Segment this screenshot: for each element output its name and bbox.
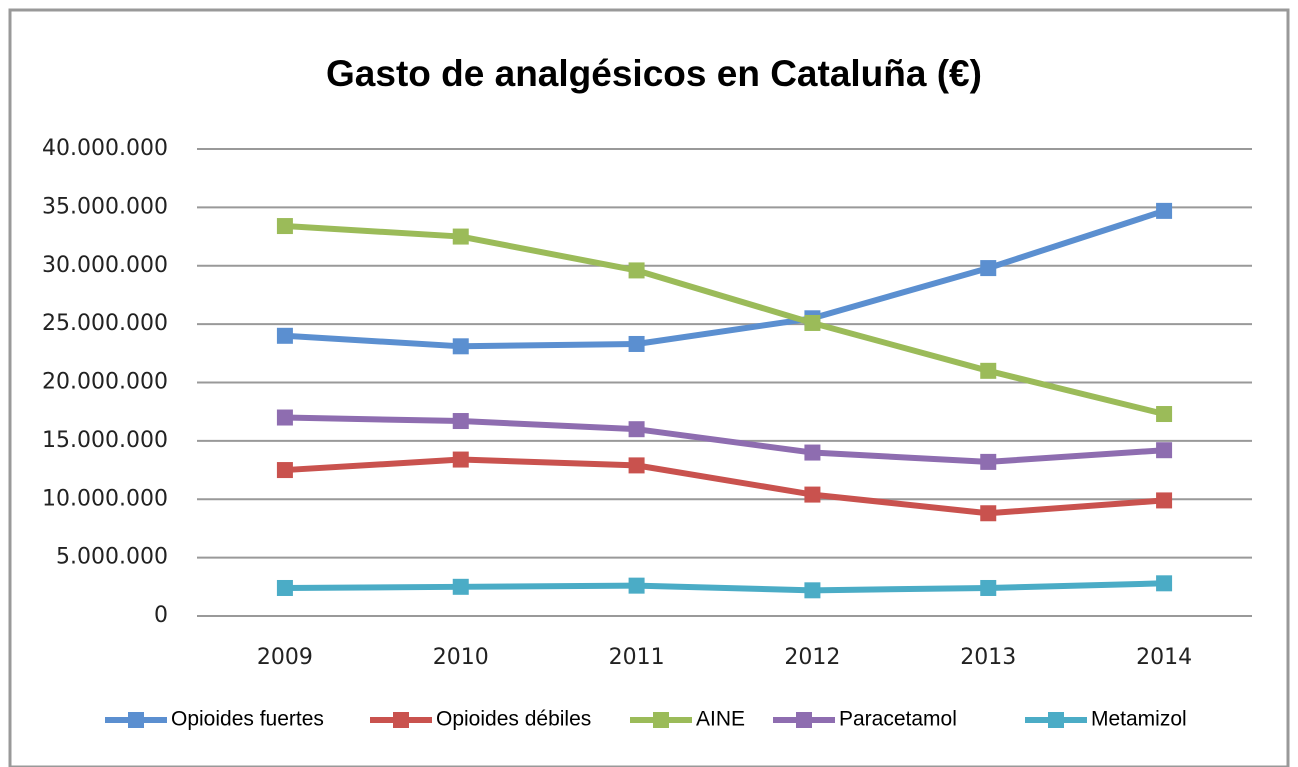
legend-marker bbox=[796, 712, 812, 728]
point-marker bbox=[980, 453, 997, 470]
series-line bbox=[284, 580, 1165, 594]
point-marker bbox=[980, 505, 997, 522]
point-marker bbox=[452, 578, 469, 595]
point-marker bbox=[980, 260, 997, 277]
point-marker bbox=[804, 486, 821, 503]
point-marker bbox=[452, 338, 469, 355]
point-marker bbox=[628, 421, 645, 438]
y-tick-label: 25.000.000 bbox=[42, 311, 168, 336]
point-marker bbox=[452, 451, 469, 468]
y-tick-label: 15.000.000 bbox=[42, 428, 168, 453]
legend-label: Paracetamol bbox=[839, 708, 957, 731]
point-marker bbox=[980, 579, 997, 596]
x-tick-label: 2013 bbox=[960, 645, 1016, 670]
legend-label: AINE bbox=[696, 708, 745, 731]
legend-label: Opioides débiles bbox=[436, 708, 591, 731]
x-tick-label: 2011 bbox=[609, 645, 665, 670]
legend-marker bbox=[1048, 712, 1064, 728]
series-line bbox=[284, 414, 1165, 465]
point-marker bbox=[276, 409, 293, 426]
y-tick-label: 5.000.000 bbox=[56, 545, 168, 570]
legend-label: Opioides fuertes bbox=[171, 708, 324, 731]
y-tick-label: 10.000.000 bbox=[42, 486, 168, 511]
legend-label: Metamizol bbox=[1091, 708, 1187, 731]
x-tick-label: 2012 bbox=[784, 645, 840, 670]
legend-marker bbox=[393, 712, 409, 728]
point-marker bbox=[1156, 406, 1173, 423]
point-marker bbox=[276, 462, 293, 479]
point-marker bbox=[628, 262, 645, 279]
point-marker bbox=[804, 582, 821, 599]
point-marker bbox=[1156, 442, 1173, 459]
point-marker bbox=[276, 579, 293, 596]
y-tick-label: 30.000.000 bbox=[42, 253, 168, 278]
series-line bbox=[284, 208, 1166, 350]
series-line bbox=[284, 223, 1165, 417]
y-tick-label: 40.000.000 bbox=[42, 136, 168, 161]
x-tick-label: 2014 bbox=[1136, 645, 1192, 670]
point-marker bbox=[276, 327, 293, 344]
legend-marker bbox=[128, 712, 144, 728]
point-marker bbox=[628, 457, 645, 474]
chart-frame bbox=[8, 8, 1290, 767]
point-marker bbox=[980, 362, 997, 379]
chart-title: Gasto de analgésicos en Cataluña (€) bbox=[326, 53, 982, 94]
point-marker bbox=[452, 413, 469, 430]
point-marker bbox=[804, 444, 821, 461]
point-marker bbox=[628, 335, 645, 352]
y-tick-label: 20.000.000 bbox=[42, 370, 168, 395]
legend-marker bbox=[653, 712, 669, 728]
x-tick-label: 2009 bbox=[257, 645, 313, 670]
series-line bbox=[284, 456, 1165, 517]
point-marker bbox=[452, 228, 469, 245]
point-marker bbox=[1156, 492, 1173, 509]
y-tick-label: 35.000.000 bbox=[42, 194, 168, 219]
x-tick-label: 2010 bbox=[433, 645, 489, 670]
point-marker bbox=[1156, 202, 1173, 219]
point-marker bbox=[804, 314, 821, 331]
point-marker bbox=[276, 218, 293, 235]
point-marker bbox=[1156, 575, 1173, 592]
point-marker bbox=[628, 577, 645, 594]
y-tick-label: 0 bbox=[154, 603, 168, 628]
